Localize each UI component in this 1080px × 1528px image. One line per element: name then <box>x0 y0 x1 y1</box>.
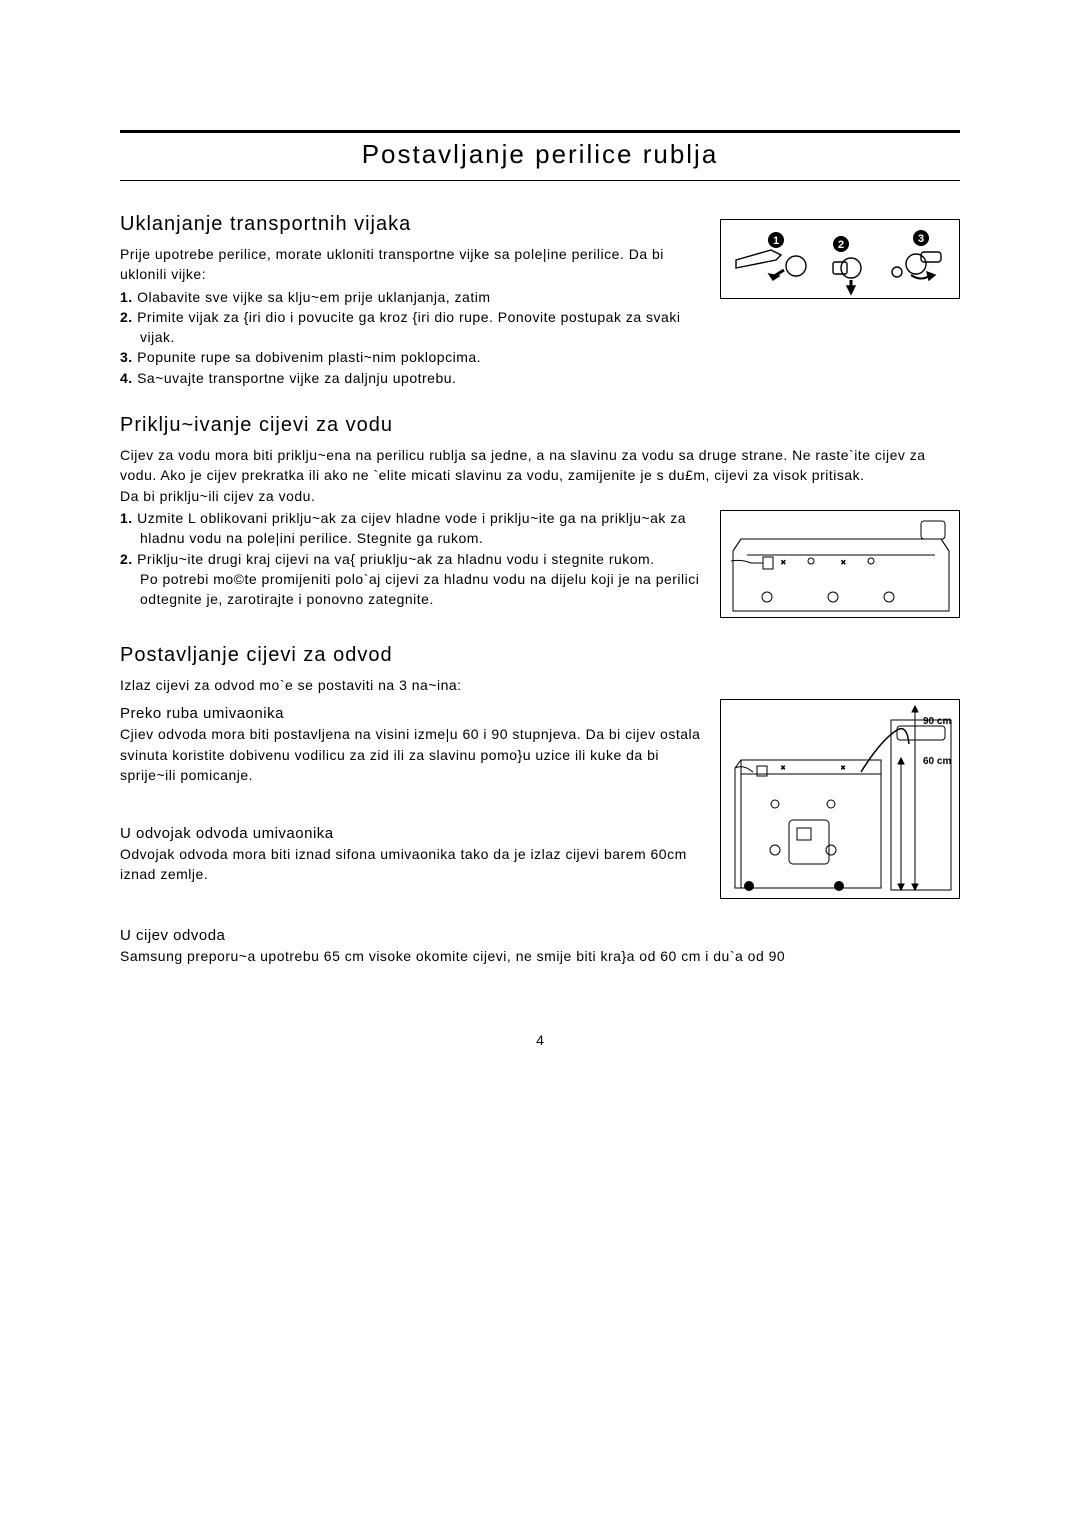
svg-text:×: × <box>781 558 786 567</box>
section3-sub1-para: Cjiev odvoda mora biti postavljena na vi… <box>120 724 702 785</box>
section3-sub1-heading: Preko ruba umivaonika <box>120 705 702 722</box>
svg-text:×: × <box>841 765 845 772</box>
page-number: 4 <box>0 1032 1080 1048</box>
svg-text:×: × <box>781 765 785 772</box>
list-item: 2. Priklju~ite drugi kraj cijevi na va{ … <box>120 549 702 610</box>
section1-steps: 1. Olabavite sve vijke sa klju~em prije … <box>120 287 702 388</box>
svg-text:×: × <box>841 558 846 567</box>
section3-heading: Postavljanje cijevi za odvod <box>120 644 960 667</box>
fig3-label-90: 90 cm <box>923 716 951 727</box>
list-item: 1. Olabavite sve vijke sa klju~em prije … <box>120 287 702 307</box>
section-1: Uklanjanje transportnih vijaka Prije upo… <box>120 213 960 388</box>
section3-sub3-heading: U cijev odvoda <box>120 927 960 944</box>
section-3: Postavljanje cijevi za odvod Izlaz cijev… <box>120 644 960 967</box>
figure-bolts: 1 2 3 <box>720 219 960 299</box>
section1-intro: Prije upotrebe perilice, morate ukloniti… <box>120 244 702 285</box>
svg-text:1: 1 <box>773 235 779 247</box>
list-item: 3. Popunite rupe sa dobivenim plasti~nim… <box>120 347 702 367</box>
section2-intro2: Da bi priklju~ili cijev za vodu. <box>120 486 960 506</box>
section1-heading: Uklanjanje transportnih vijaka <box>120 213 702 236</box>
title-bar: Postavljanje perilice rublja <box>120 130 960 181</box>
svg-text:3: 3 <box>918 233 924 245</box>
list-item: 2. Primite vijak za {iri dio i povucite … <box>120 307 702 348</box>
fig3-label-60: 60 cm <box>923 756 951 767</box>
figure-water-hose: × × <box>720 510 960 618</box>
page-title: Postavljanje perilice rublja <box>120 139 960 170</box>
list-item: 4. Sa~uvajte transportne vijke za daljnj… <box>120 368 702 388</box>
section2-intro1: Cijev za vodu mora biti priklju~ena na p… <box>120 445 960 486</box>
section2-heading: Priklju~ivanje cijevi za vodu <box>120 414 960 437</box>
section3-sub2-heading: U odvojak odvoda umivaonika <box>120 825 702 842</box>
section3-sub3-para: Samsung preporu~a upotrebu 65 cm visoke … <box>120 946 960 966</box>
figure-drain: × × 90 cm 60 cm <box>720 699 960 899</box>
list-item: 1. Uzmite L oblikovani priklju~ak za cij… <box>120 508 702 549</box>
svg-text:2: 2 <box>838 239 844 251</box>
section3-intro: Izlaz cijevi za odvod mo`e se postaviti … <box>120 675 960 695</box>
section-2: Priklju~ivanje cijevi za vodu Cijev za v… <box>120 414 960 618</box>
section2-steps: 1. Uzmite L oblikovani priklju~ak za cij… <box>120 508 702 609</box>
section3-sub2-para: Odvojak odvoda mora biti iznad sifona um… <box>120 844 702 885</box>
